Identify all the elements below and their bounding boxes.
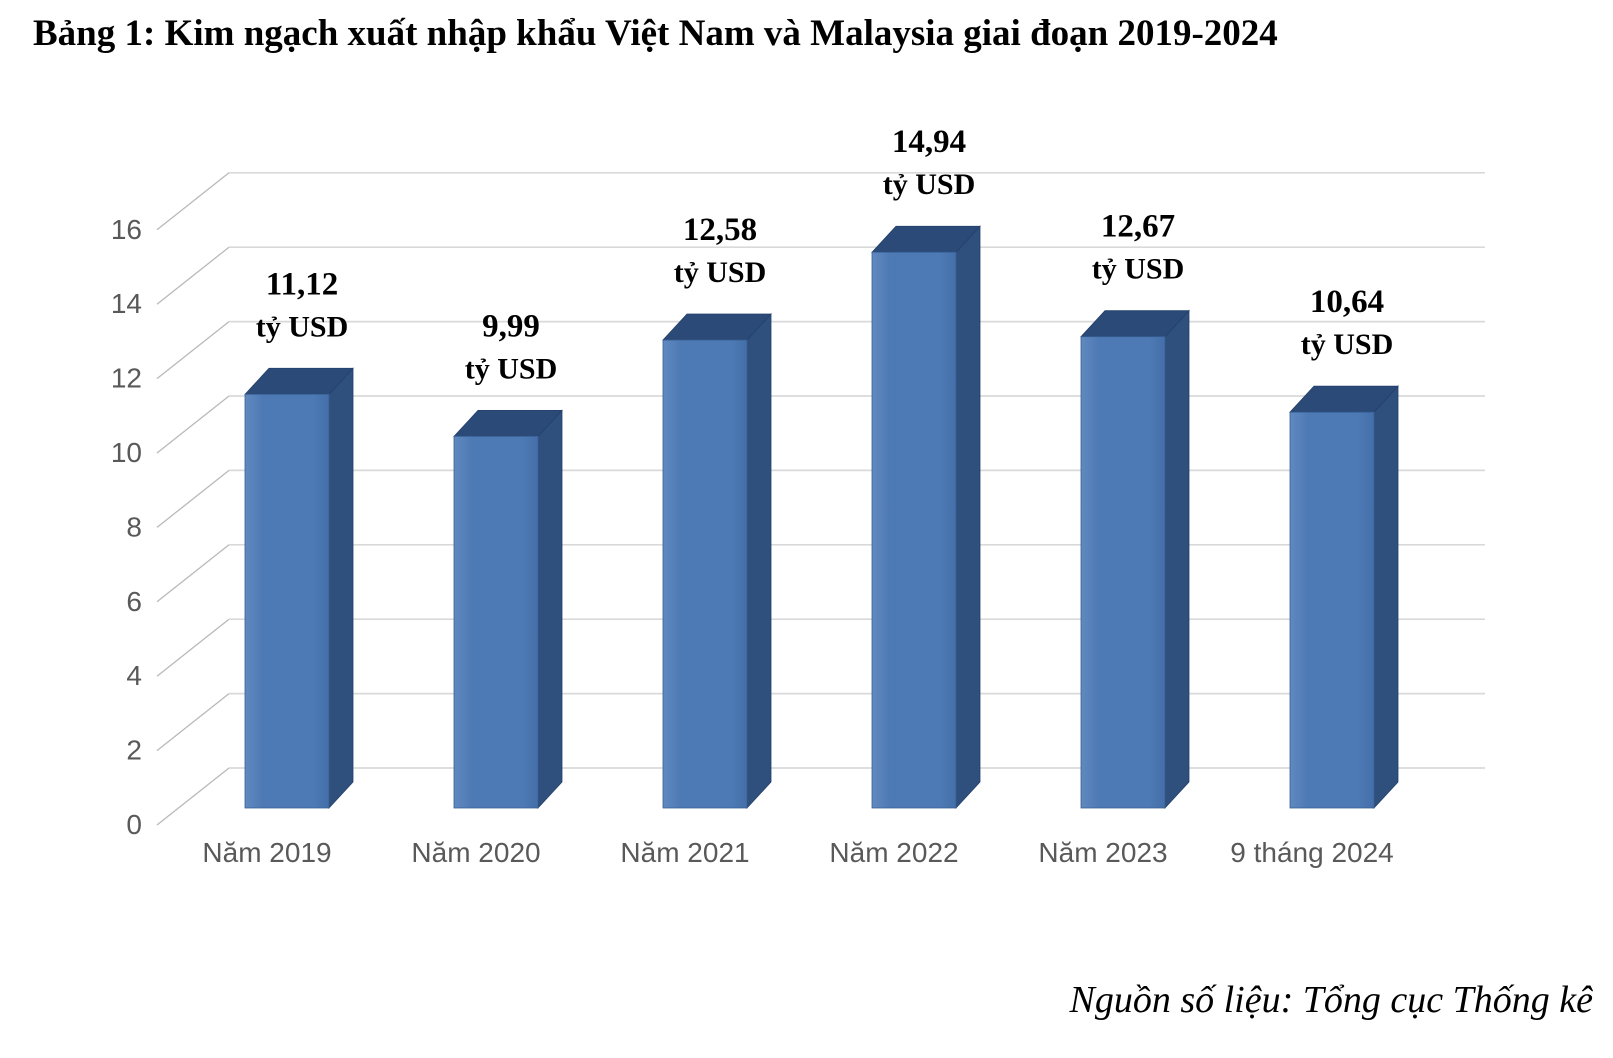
source-note: Nguồn số liệu: Tổng cục Thống kê [1069, 979, 1593, 1021]
bar-value-label: 12,67 [1101, 209, 1175, 245]
y-tick-label: 12 [111, 363, 142, 394]
x-category-label: 9 tháng 2024 [1230, 837, 1394, 868]
y-tick-label: 2 [126, 735, 142, 766]
y-tick-depth-line [156, 172, 230, 231]
y-tick-depth-line [156, 246, 230, 305]
bar-side-face [328, 367, 354, 810]
bar-front-face [1080, 336, 1166, 809]
bar-value-label: 12,58 [683, 212, 757, 248]
bar-unit-label: tỷ USD [1092, 253, 1185, 286]
chart-title: Bảng 1: Kim ngạch xuất nhập khẩu Việt Na… [33, 13, 1278, 54]
bar-front-face [453, 435, 539, 809]
bar-unit-label: tỷ USD [256, 310, 349, 343]
y-tick-depth-line [156, 469, 230, 528]
x-category-label: Năm 2020 [411, 837, 540, 868]
y-tick-depth-line [156, 544, 230, 603]
y-tick-label: 10 [111, 437, 142, 468]
bar-side-face [1373, 385, 1399, 810]
x-category-label: Năm 2023 [1038, 837, 1167, 868]
y-tick-label: 0 [126, 809, 142, 840]
y-tick-depth-line [156, 395, 230, 454]
bar-unit-label: tỷ USD [674, 256, 767, 289]
x-category-label: Năm 2021 [620, 837, 749, 868]
bar-front-face [871, 251, 957, 809]
bar-side-face [1164, 309, 1190, 810]
bar-value-label: 10,64 [1310, 284, 1384, 320]
bar-value-label: 9,99 [482, 308, 540, 344]
bar-unit-label: tỷ USD [1301, 328, 1394, 361]
y-tick-depth-line [156, 693, 230, 752]
y-tick-depth-line [156, 618, 230, 677]
y-tick-depth-line [156, 321, 230, 380]
bar-front-face [1289, 411, 1375, 809]
y-tick-label: 6 [126, 586, 142, 617]
y-tick-label: 8 [126, 511, 142, 542]
y-tick-label: 16 [111, 214, 142, 245]
y-tick-label: 4 [126, 660, 142, 691]
bar-side-face [537, 409, 563, 810]
bar-side-face [746, 313, 772, 810]
bar-unit-label: tỷ USD [883, 168, 976, 201]
bar-front-face [662, 339, 748, 809]
bar-value-label: 11,12 [266, 266, 338, 302]
bar-value-label: 14,94 [892, 124, 966, 160]
y-tick-label: 14 [111, 288, 142, 319]
x-category-label: Năm 2019 [202, 837, 331, 868]
y-tick-depth-line [156, 767, 230, 826]
bar-front-face [244, 393, 330, 809]
x-category-label: Năm 2022 [829, 837, 958, 868]
bar-unit-label: tỷ USD [465, 352, 558, 385]
bar-side-face [955, 225, 981, 810]
